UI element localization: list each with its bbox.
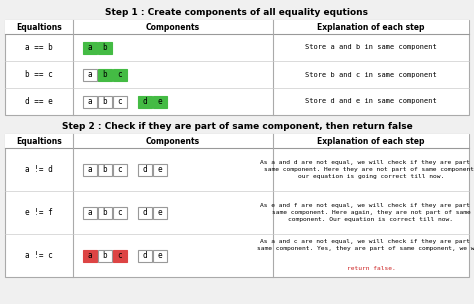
Text: return false.: return false. bbox=[346, 266, 395, 271]
Text: d: d bbox=[143, 97, 147, 106]
Text: Equaltions: Equaltions bbox=[16, 136, 62, 146]
Bar bbox=[113, 206, 127, 219]
Text: b: b bbox=[103, 97, 107, 106]
Text: Components: Components bbox=[146, 136, 200, 146]
Bar bbox=[138, 95, 152, 108]
Text: d: d bbox=[143, 208, 147, 217]
Bar bbox=[98, 206, 112, 219]
Text: Store a and b in same component: Store a and b in same component bbox=[305, 44, 437, 50]
Bar bbox=[153, 250, 167, 261]
Bar bbox=[83, 68, 97, 81]
Text: a != c: a != c bbox=[25, 251, 53, 260]
Bar bbox=[5, 134, 469, 148]
Text: a == b: a == b bbox=[25, 43, 53, 52]
Text: a: a bbox=[88, 251, 92, 260]
Bar bbox=[113, 250, 127, 261]
Bar bbox=[138, 164, 152, 175]
Bar bbox=[98, 164, 112, 175]
Bar bbox=[98, 95, 112, 108]
Text: a: a bbox=[88, 43, 92, 52]
Text: e: e bbox=[158, 251, 162, 260]
Text: c: c bbox=[118, 208, 122, 217]
Bar bbox=[98, 250, 112, 261]
Text: a: a bbox=[88, 97, 92, 106]
Bar bbox=[98, 68, 112, 81]
Text: b: b bbox=[103, 208, 107, 217]
Text: e != f: e != f bbox=[25, 208, 53, 217]
Bar bbox=[83, 164, 97, 175]
Bar bbox=[138, 250, 152, 261]
Text: b: b bbox=[103, 70, 107, 79]
Text: a != d: a != d bbox=[25, 165, 53, 174]
Text: a: a bbox=[88, 70, 92, 79]
Text: Store d and e in same component: Store d and e in same component bbox=[305, 98, 437, 105]
Text: b: b bbox=[103, 251, 107, 260]
Text: b: b bbox=[103, 165, 107, 174]
Text: c: c bbox=[118, 70, 122, 79]
Bar bbox=[113, 164, 127, 175]
Text: As e and f are not equal, we will check if they are part of
same component. Here: As e and f are not equal, we will check … bbox=[260, 203, 474, 222]
Bar bbox=[98, 42, 112, 54]
Bar bbox=[83, 95, 97, 108]
Text: b: b bbox=[103, 43, 107, 52]
Bar bbox=[5, 20, 469, 34]
Bar bbox=[153, 164, 167, 175]
Text: a: a bbox=[88, 208, 92, 217]
Bar bbox=[83, 206, 97, 219]
Text: Explanation of each step: Explanation of each step bbox=[317, 22, 425, 32]
Text: Equaltions: Equaltions bbox=[16, 22, 62, 32]
Text: Explanation of each step: Explanation of each step bbox=[317, 136, 425, 146]
Text: b == c: b == c bbox=[25, 70, 53, 79]
Bar bbox=[5, 134, 469, 277]
Text: As a and c are not equal, we will check if they are part of
same component. Yes,: As a and c are not equal, we will check … bbox=[256, 239, 474, 250]
Text: d: d bbox=[143, 165, 147, 174]
Text: d == e: d == e bbox=[25, 97, 53, 106]
Text: Store b and c in same component: Store b and c in same component bbox=[305, 71, 437, 78]
Text: Step 2 : Check if they are part of same component, then return false: Step 2 : Check if they are part of same … bbox=[62, 122, 412, 131]
Text: c: c bbox=[118, 97, 122, 106]
Text: e: e bbox=[158, 208, 162, 217]
Text: c: c bbox=[118, 165, 122, 174]
Text: c: c bbox=[118, 251, 122, 260]
Bar bbox=[153, 206, 167, 219]
Bar bbox=[83, 42, 97, 54]
Bar bbox=[138, 206, 152, 219]
Text: Components: Components bbox=[146, 22, 200, 32]
Text: As a and d are not equal, we will check if they are part of
same component. Here: As a and d are not equal, we will check … bbox=[260, 161, 474, 179]
Text: Step 1 : Create components of all equality equtions: Step 1 : Create components of all equali… bbox=[106, 8, 368, 17]
Text: a: a bbox=[88, 165, 92, 174]
Bar bbox=[5, 20, 469, 115]
Text: d: d bbox=[143, 251, 147, 260]
Bar bbox=[113, 95, 127, 108]
Text: e: e bbox=[158, 97, 162, 106]
Bar bbox=[153, 95, 167, 108]
Text: e: e bbox=[158, 165, 162, 174]
Bar bbox=[113, 68, 127, 81]
Bar bbox=[83, 250, 97, 261]
